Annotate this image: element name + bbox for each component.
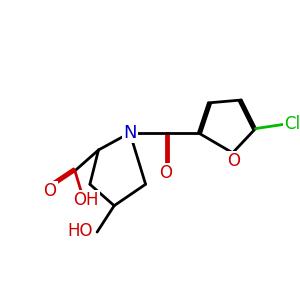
Text: Cl: Cl xyxy=(284,115,300,133)
Text: O: O xyxy=(44,182,57,200)
Text: OH: OH xyxy=(74,191,99,209)
Text: N: N xyxy=(123,124,136,142)
Text: HO: HO xyxy=(67,222,93,240)
Text: O: O xyxy=(159,164,172,182)
Text: O: O xyxy=(228,152,241,170)
